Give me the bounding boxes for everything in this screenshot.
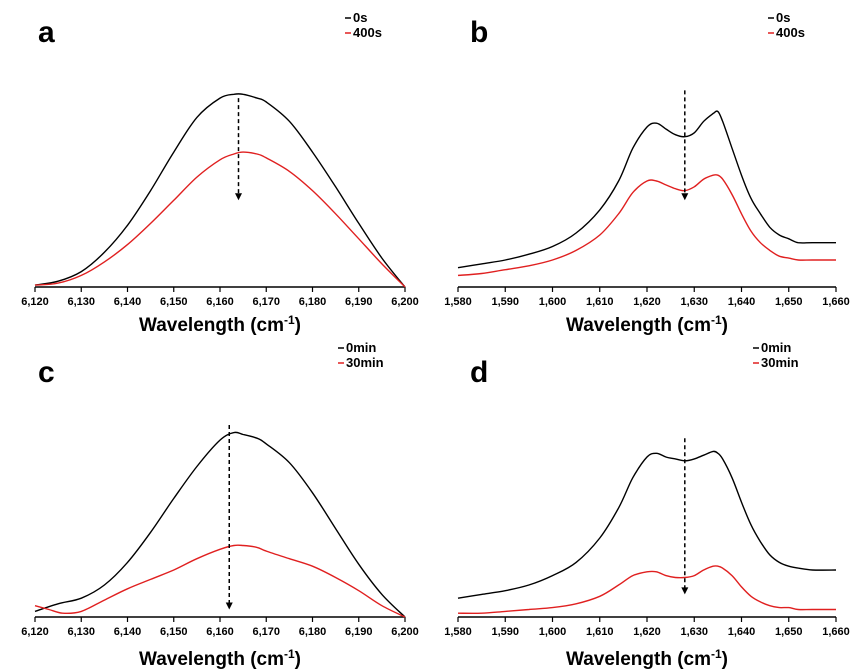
x-tick-label: 1,630 (680, 626, 708, 638)
x-tick-label: 1,660 (822, 626, 850, 638)
series-line-after (457, 174, 836, 277)
x-tick-label: 6,140 (114, 626, 142, 638)
x-axis-title: Wavelength (cm-1) (566, 647, 728, 670)
legend-entry: 0min (761, 340, 791, 355)
x-tick-label: 1,630 (680, 296, 708, 308)
decrease-arrow-head (235, 193, 242, 201)
panel-b: b 1,580 1,590 1,600 1,610 1,620 1,630 1,640 1,65… (444, 10, 850, 336)
decrease-arrow-head (225, 602, 233, 610)
x-tick-label: 6,190 (345, 626, 373, 638)
x-tick-label: 6,150 (160, 296, 188, 308)
x-tick-label: 6,120 (21, 626, 49, 638)
legend-entry: 0s (353, 10, 367, 25)
x-tick-label: 6,130 (67, 626, 95, 638)
x-tick-label: 1,610 (586, 296, 614, 308)
x-axis-title: Wavelength (cm-1) (139, 313, 301, 336)
x-axis-title: Wavelength (cm-1) (139, 647, 301, 670)
x-tick-label: 6,130 (67, 296, 95, 308)
x-tick-label: 1,650 (775, 626, 803, 638)
panel-d: d 1,580 1,590 1,600 1,610 1,620 1,630 1,640 1,65… (444, 340, 850, 670)
x-tick-label: 6,180 (299, 296, 327, 308)
x-tick-label: 1,620 (633, 296, 661, 308)
x-tick-label: 1,590 (491, 296, 519, 308)
x-tick-label: 6,160 (206, 296, 234, 308)
legend-entry: 400s (776, 25, 805, 40)
panel-label: b (470, 16, 488, 49)
legend-entry: 30min (761, 355, 799, 370)
x-tick-label: 1,660 (822, 296, 850, 308)
x-tick-label: 1,640 (728, 296, 756, 308)
legend-entry: 30min (346, 355, 384, 370)
panel-c: c 6,120 6,130 6,140 6,150 6,160 6,170 6,180 6,19… (21, 340, 419, 670)
legend-entry: 0s (776, 10, 790, 25)
x-tick-label: 1,640 (728, 626, 756, 638)
x-tick-label: 6,200 (391, 296, 419, 308)
series-line-after (34, 544, 406, 618)
panel-a: a 6,120 6,130 6,140 6,150 6,160 6,170 6,180 6,19… (21, 10, 419, 336)
x-tick-label: 1,580 (444, 296, 472, 308)
x-tick-label: 6,170 (252, 296, 280, 308)
panel-label: d (470, 356, 488, 389)
x-tick-label: 6,180 (299, 626, 327, 638)
panel-label: c (38, 356, 55, 389)
x-tick-label: 6,190 (345, 296, 373, 308)
series-line-before (457, 110, 836, 269)
x-tick-label: 1,590 (491, 626, 519, 638)
legend-entry: 0min (346, 340, 376, 355)
decrease-arrow-head (681, 587, 689, 595)
panel-label: a (38, 16, 55, 49)
x-tick-label: 1,650 (775, 296, 803, 308)
x-tick-label: 1,600 (539, 626, 567, 638)
x-tick-label: 6,160 (206, 626, 234, 638)
x-tick-label: 1,620 (633, 626, 661, 638)
x-tick-label: 6,120 (21, 296, 49, 308)
series-line-before (457, 450, 837, 599)
x-tick-label: 1,610 (586, 626, 614, 638)
decrease-arrow-head (681, 193, 689, 201)
x-tick-label: 1,580 (444, 626, 472, 638)
series-line-after (457, 565, 836, 615)
x-tick-label: 6,170 (252, 626, 280, 638)
x-tick-label: 6,140 (114, 296, 142, 308)
series-line-after (34, 151, 406, 288)
x-axis-title: Wavelength (cm-1) (566, 313, 728, 336)
x-tick-label: 6,150 (160, 626, 188, 638)
x-tick-label: 6,200 (391, 626, 419, 638)
legend-entry: 400s (353, 25, 382, 40)
x-tick-label: 1,600 (539, 296, 567, 308)
series-line-before (34, 431, 406, 618)
series-line-before (34, 93, 406, 288)
